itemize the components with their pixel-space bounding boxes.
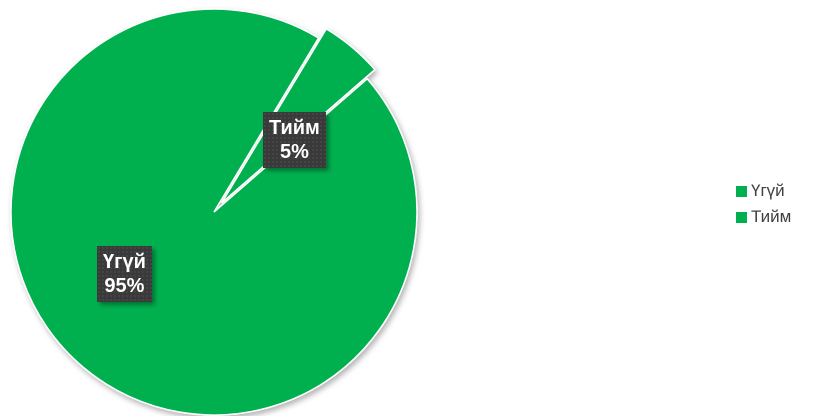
data-label-tiim-category: Тийм [269,117,320,139]
legend-swatch-tiim [736,211,747,223]
data-label-ugui: Үгүй 95% [97,246,152,302]
legend-item-ugui: Үгүй [736,178,791,204]
legend-label-ugui: Үгүй [751,181,785,200]
legend-item-tiim: Тийм [736,204,791,230]
data-label-tiim: Тийм 5% [263,112,326,168]
data-label-ugui-category: Үгүй [103,251,146,273]
slice-ugui [10,8,418,416]
data-label-tiim-percent: 5% [279,141,309,163]
data-label-ugui-percent: 95% [104,275,145,297]
legend-label-tiim: Тийм [751,207,792,226]
legend: Үгүй Тийм [736,178,791,230]
legend-swatch-ugui [736,185,747,197]
